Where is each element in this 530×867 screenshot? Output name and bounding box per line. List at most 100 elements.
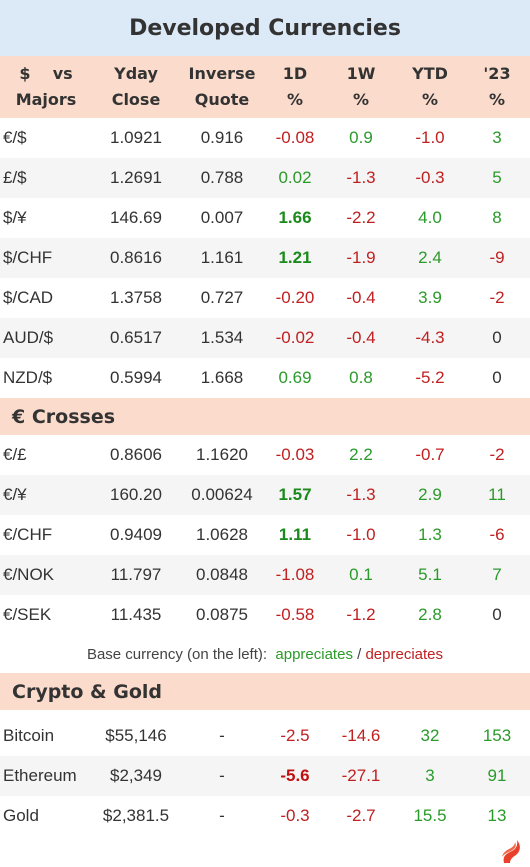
cross-change-1d: -0.58 bbox=[275, 605, 315, 624]
page-title: Developed Currencies bbox=[0, 0, 530, 56]
major-name: AUD/$ bbox=[3, 328, 54, 347]
cross-change-1w: -1.0 bbox=[346, 525, 376, 544]
cross-change-1w: -1.3 bbox=[346, 485, 376, 504]
major-change-2023: 0 bbox=[492, 368, 502, 387]
major-change-2023: -2 bbox=[489, 288, 505, 307]
header-1d-line1: 1D bbox=[282, 64, 308, 83]
table-row: €/¥ 160.20 0.00624 1.57 -1.3 2.9 11 bbox=[0, 475, 530, 515]
crypto-change-1w: -2.7 bbox=[346, 806, 376, 825]
major-change-2023: 8 bbox=[492, 208, 502, 227]
header-col-1d: 1D% bbox=[264, 56, 326, 118]
header-col-23: '23% bbox=[464, 56, 530, 118]
major-inverse-value: 1.534 bbox=[200, 328, 244, 347]
cross-close-value: 11.435 bbox=[110, 605, 162, 624]
table-row: €/SEK 11.435 0.0875 -0.58 -1.2 2.8 0 bbox=[0, 595, 530, 635]
crypto-close-value: $2,381.5 bbox=[102, 806, 170, 825]
table-row: AUD/$ 0.6517 1.534 -0.02 -0.4 -4.3 0 bbox=[0, 318, 530, 358]
crypto-change-2023: 13 bbox=[487, 806, 507, 825]
crosses-table: €/£ 0.8606 1.1620 -0.03 2.2 -0.7 -2 €/¥ 160.20 0.… bbox=[0, 435, 530, 635]
major-change-ytd: -1.0 bbox=[415, 128, 445, 147]
major-change-2023: 5 bbox=[492, 168, 502, 187]
major-change-ytd: 3.9 bbox=[418, 288, 442, 307]
header-col-ytd: YTD% bbox=[396, 56, 464, 118]
major-change-1w: -2.2 bbox=[346, 208, 376, 227]
cross-inverse-value: 1.0628 bbox=[196, 525, 248, 544]
header-1d-line2: % bbox=[286, 90, 304, 109]
cross-change-ytd: 2.9 bbox=[418, 485, 442, 504]
major-change-2023: 0 bbox=[492, 328, 502, 347]
cross-change-1w: -1.2 bbox=[346, 605, 376, 624]
cross-close-value: 11.797 bbox=[110, 565, 162, 584]
cross-change-1w: 0.1 bbox=[349, 565, 373, 584]
crosses-section-title: € Crosses bbox=[0, 398, 530, 435]
majors-table: €/$ 1.0921 0.916 -0.08 0.9 -1.0 3 £/$ 1.2691 0.78… bbox=[0, 118, 530, 398]
crypto-change-1d: -2.5 bbox=[280, 726, 310, 745]
crypto-close-value: $55,146 bbox=[105, 726, 167, 745]
major-close-value: 0.8616 bbox=[110, 248, 162, 267]
major-close-value: 1.0921 bbox=[110, 128, 162, 147]
cross-change-ytd: 5.1 bbox=[418, 565, 442, 584]
major-change-1d: 0.02 bbox=[278, 168, 312, 187]
table-row: $/¥ 146.69 0.007 1.66 -2.2 4.0 8 bbox=[0, 198, 530, 238]
table-row: $/CHF 0.8616 1.161 1.21 -1.9 2.4 -9 bbox=[0, 238, 530, 278]
crypto-table: Bitcoin $55,146 - -2.5 -14.6 32 153 Ethereum $2,… bbox=[0, 716, 530, 836]
table-row: Bitcoin $55,146 - -2.5 -14.6 32 153 bbox=[0, 716, 530, 756]
major-change-1w: 0.9 bbox=[349, 128, 373, 147]
crypto-name: Gold bbox=[3, 806, 39, 825]
crypto-change-1w: -27.1 bbox=[341, 766, 381, 785]
legend-prefix: Base currency (on the left): bbox=[86, 645, 268, 663]
header-1w-line2: % bbox=[352, 90, 370, 109]
legend-depreciates: depreciates bbox=[365, 645, 444, 663]
major-inverse-value: 0.916 bbox=[200, 128, 244, 147]
major-close-value: 0.6517 bbox=[110, 328, 162, 347]
cross-change-1w: 2.2 bbox=[349, 445, 373, 464]
cross-change-1d: -1.08 bbox=[275, 565, 315, 584]
cross-change-2023: 0 bbox=[492, 605, 502, 624]
major-name: $/¥ bbox=[3, 208, 27, 227]
legend-appreciates: appreciates bbox=[275, 645, 353, 663]
crypto-inverse-value: - bbox=[219, 726, 225, 745]
major-change-ytd: 2.4 bbox=[418, 248, 442, 267]
major-change-ytd: -4.3 bbox=[415, 328, 445, 347]
flame-logo-icon bbox=[502, 840, 520, 863]
major-change-ytd: -5.2 bbox=[415, 368, 445, 387]
header-23-line1: '23 bbox=[483, 64, 511, 83]
major-name: £/$ bbox=[3, 168, 27, 187]
major-change-1d: -0.08 bbox=[275, 128, 315, 147]
cross-close-value: 0.9409 bbox=[110, 525, 162, 544]
table-row: €/£ 0.8606 1.1620 -0.03 2.2 -0.7 -2 bbox=[0, 435, 530, 475]
major-change-1d: -0.20 bbox=[275, 288, 315, 307]
major-close-value: 0.5994 bbox=[110, 368, 162, 387]
major-change-1w: -0.4 bbox=[346, 288, 376, 307]
legend-separator: / bbox=[357, 645, 362, 663]
cross-change-ytd: 2.8 bbox=[418, 605, 442, 624]
cross-change-ytd: -0.7 bbox=[415, 445, 445, 464]
major-change-1d: 0.69 bbox=[278, 368, 312, 387]
major-name: $/CAD bbox=[3, 288, 54, 307]
major-change-ytd: 4.0 bbox=[418, 208, 442, 227]
crypto-change-ytd: 32 bbox=[420, 726, 440, 745]
cross-change-2023: 7 bbox=[492, 565, 502, 584]
major-change-1w: 0.8 bbox=[349, 368, 373, 387]
major-close-value: 1.2691 bbox=[110, 168, 162, 187]
header-1w-line1: 1W bbox=[346, 64, 376, 83]
major-change-1d: -0.02 bbox=[275, 328, 315, 347]
cross-name: €/SEK bbox=[3, 605, 52, 624]
header-inverse-line2: Quote bbox=[194, 90, 250, 109]
table-row: Ethereum $2,349 - -5.6 -27.1 3 91 bbox=[0, 756, 530, 796]
table-row: £/$ 1.2691 0.788 0.02 -1.3 -0.3 5 bbox=[0, 158, 530, 198]
header-col-1w: 1W% bbox=[326, 56, 396, 118]
header-23-line2: % bbox=[488, 90, 506, 109]
cross-inverse-value: 0.0848 bbox=[196, 565, 248, 584]
major-change-1d: 1.21 bbox=[278, 248, 312, 267]
major-change-ytd: -0.3 bbox=[415, 168, 445, 187]
crypto-name: Ethereum bbox=[3, 766, 77, 785]
crypto-change-ytd: 3 bbox=[425, 766, 435, 785]
crypto-name: Bitcoin bbox=[3, 726, 55, 745]
table-row: $/CAD 1.3758 0.727 -0.20 -0.4 3.9 -2 bbox=[0, 278, 530, 318]
cross-name: €/CHF bbox=[3, 525, 53, 544]
table-row: €/NOK 11.797 0.0848 -1.08 0.1 5.1 7 bbox=[0, 555, 530, 595]
crypto-change-1d: -5.6 bbox=[280, 766, 310, 785]
header-col-pair: $ vs Majors bbox=[0, 56, 92, 118]
cross-inverse-value: 0.0875 bbox=[196, 605, 248, 624]
